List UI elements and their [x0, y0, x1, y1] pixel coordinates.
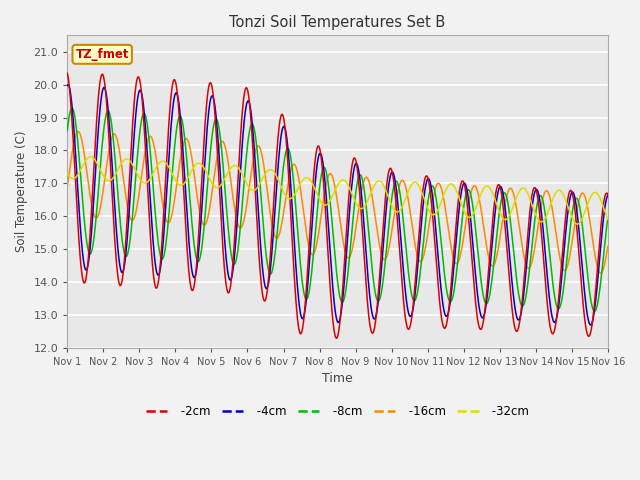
Y-axis label: Soil Temperature (C): Soil Temperature (C): [15, 131, 28, 252]
X-axis label: Time: Time: [322, 372, 353, 385]
Legend:  -2cm,  -4cm,  -8cm,  -16cm,  -32cm: -2cm, -4cm, -8cm, -16cm, -32cm: [141, 400, 534, 423]
Text: TZ_fmet: TZ_fmet: [76, 48, 129, 61]
Title: Tonzi Soil Temperatures Set B: Tonzi Soil Temperatures Set B: [230, 15, 445, 30]
